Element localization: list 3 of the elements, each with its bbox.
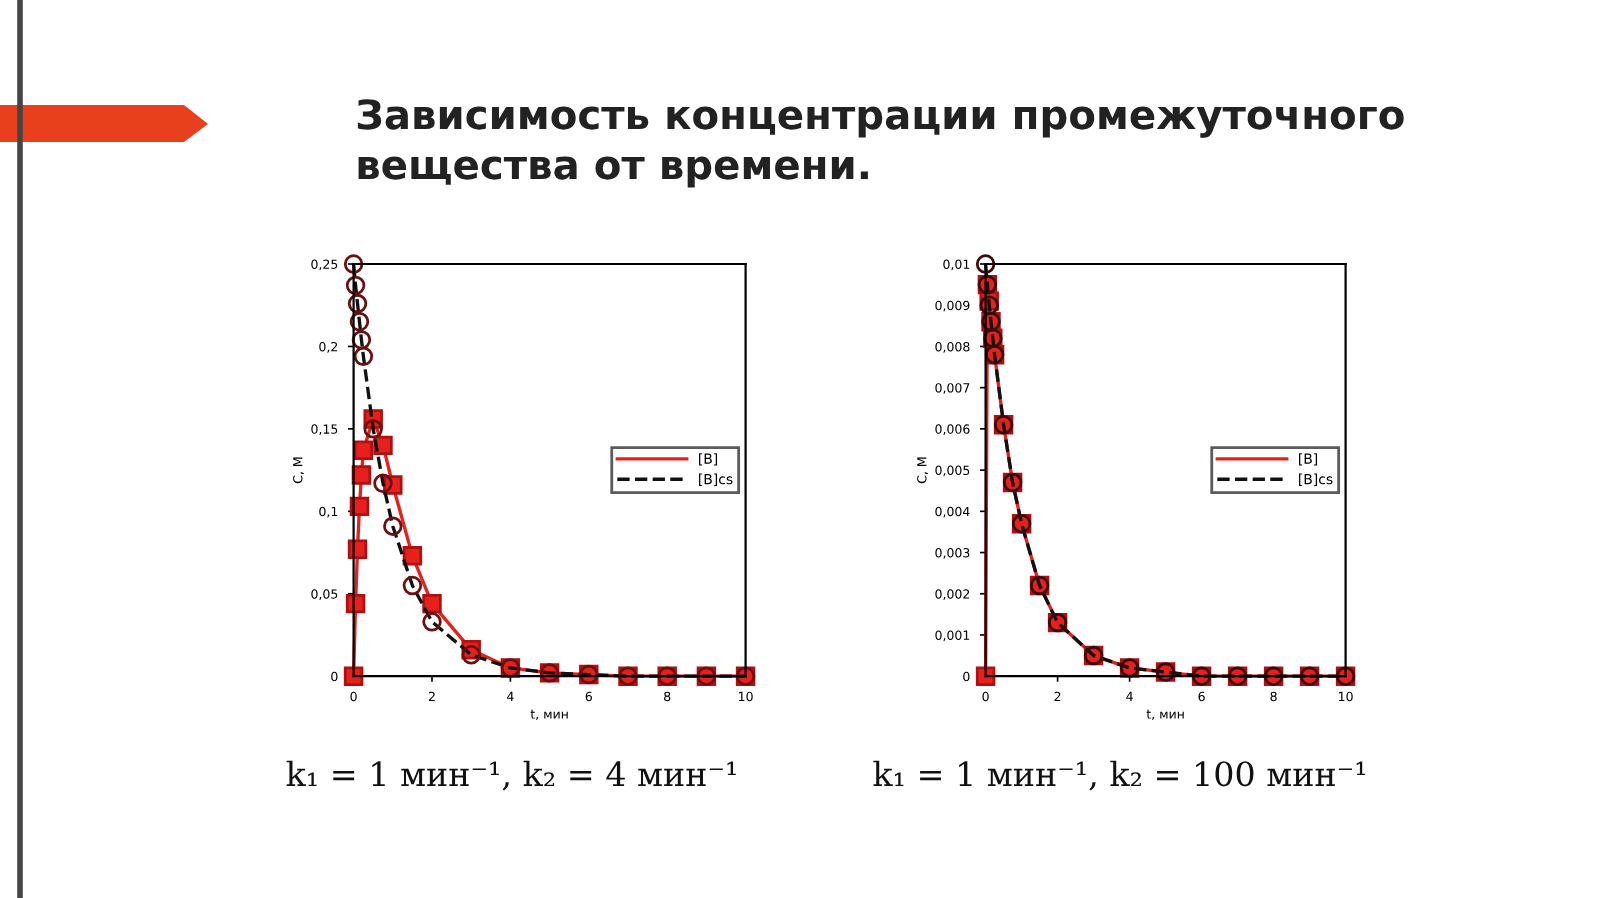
text: k₁ = 1 мин⁻¹, k₂ = 100 мин⁻¹ <box>873 760 1366 791</box>
text: Зависимость концентрации промежуточного вещества от времени. <box>357 99 1404 188</box>
text: k₁ = 1 мин⁻¹, k₂ = 4 мин⁻¹ <box>286 760 736 791</box>
